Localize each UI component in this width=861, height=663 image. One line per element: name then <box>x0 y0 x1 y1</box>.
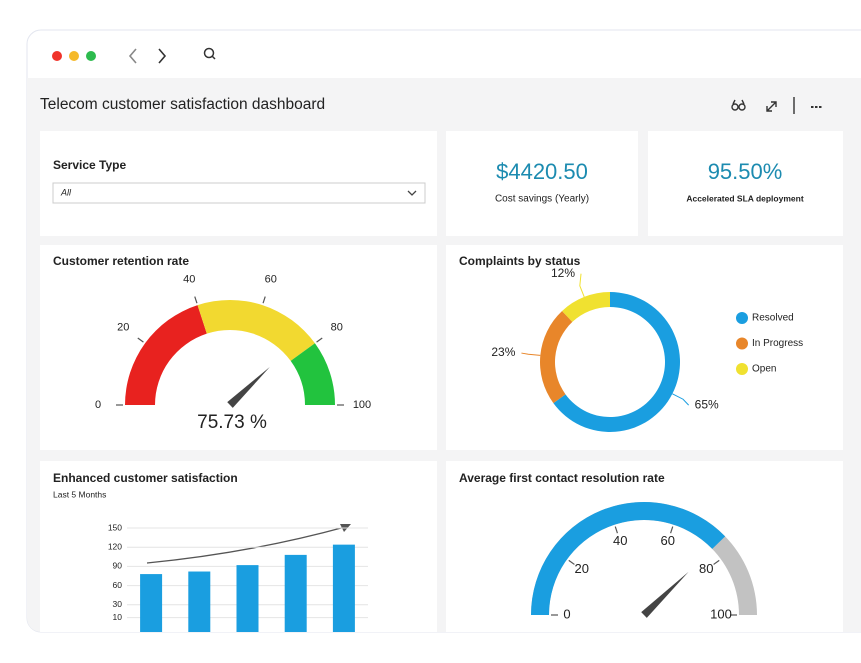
gauge-tick-label: 40 <box>613 533 627 548</box>
gauge-tick-label: 60 <box>661 533 675 548</box>
gauge-tick-label: 40 <box>183 273 195 285</box>
window-dot[interactable] <box>52 51 62 61</box>
legend-marker <box>736 312 748 324</box>
legend-marker <box>736 338 748 350</box>
data-label: 12% <box>551 266 575 280</box>
chart-title: Enhanced customer satisfaction <box>53 471 238 485</box>
gauge-tick-label: 20 <box>117 321 129 333</box>
kpi-label: Accelerated SLA deployment <box>686 193 803 203</box>
y-tick-label: 60 <box>113 580 123 590</box>
panel <box>446 461 843 661</box>
gauge-tick-label: 0 <box>563 606 570 621</box>
kpi-value: $4420.50 <box>496 159 588 184</box>
bar <box>140 574 162 644</box>
legend-label: Resolved <box>752 313 794 324</box>
legend-marker <box>736 363 748 375</box>
bar <box>333 545 355 644</box>
gauge-value: 75.73 % <box>197 412 267 433</box>
chart-subtitle: Last 5 Months <box>53 489 106 499</box>
gauge-tick-label: 80 <box>331 321 343 333</box>
dashboard-title: Telecom customer satisfaction dashboard <box>40 96 325 113</box>
gauge-tick-label: 20 <box>574 561 588 576</box>
gauge-tick-label: 100 <box>710 606 732 621</box>
y-tick-label: 30 <box>113 599 123 609</box>
gauge-tick-label: 60 <box>265 273 277 285</box>
bar <box>285 555 307 644</box>
legend-label: Open <box>752 364 776 375</box>
gauge-tick-label: 100 <box>353 399 371 411</box>
gauge-tick-label: 0 <box>95 399 101 411</box>
dropdown-value: All <box>60 187 72 197</box>
window-dot[interactable] <box>69 51 79 61</box>
chart-title: Average first contact resolution rate <box>459 471 665 485</box>
y-tick-label: 150 <box>108 522 122 532</box>
filter-label: Service Type <box>53 158 126 172</box>
chart-title: Customer retention rate <box>53 254 189 268</box>
data-label: 65% <box>695 397 719 411</box>
gauge-tick-label: 80 <box>699 561 713 576</box>
bar <box>188 572 210 644</box>
y-tick-label: 90 <box>113 561 123 571</box>
window-dot[interactable] <box>86 51 96 61</box>
y-tick-label: 120 <box>108 541 122 551</box>
data-label: 23% <box>491 345 515 359</box>
legend-label: In Progress <box>752 338 803 349</box>
dropdown[interactable] <box>53 183 425 203</box>
kpi-label: Cost savings (Yearly) <box>495 194 589 205</box>
y-tick-label: 10 <box>113 612 123 622</box>
kpi-value: 95.50% <box>708 159 783 184</box>
